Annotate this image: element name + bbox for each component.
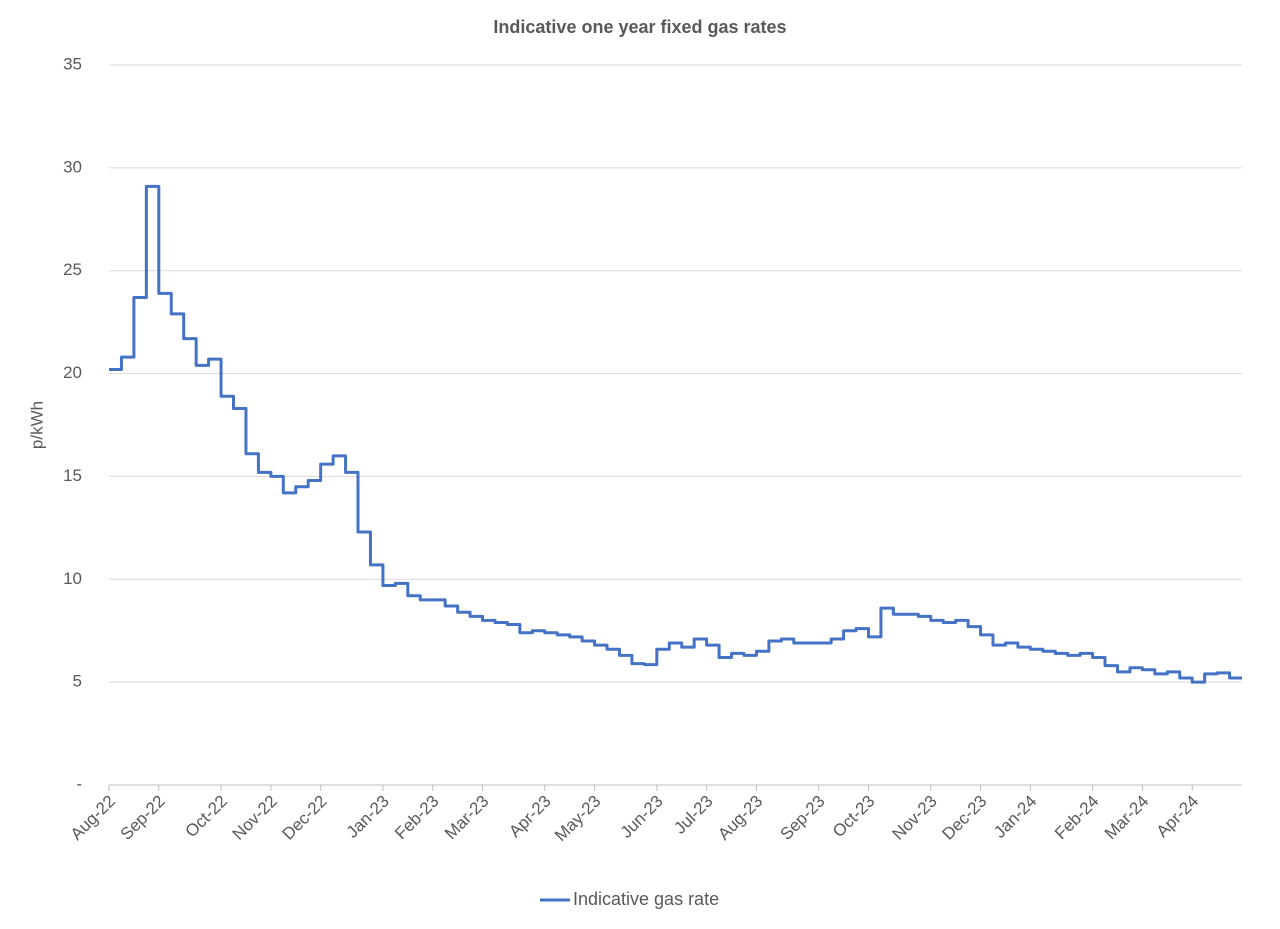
line [109, 184, 1242, 684]
y-tick-label: 35 [63, 54, 82, 73]
y-tick-label: 15 [63, 466, 82, 485]
y-tick-label: 20 [63, 363, 82, 382]
y-tick-label: 30 [63, 157, 82, 176]
legend-label: Indicative gas rate [573, 889, 719, 909]
y-tick-label: - [76, 774, 82, 793]
y-tick-label: 25 [63, 260, 82, 279]
chart-title: Indicative one year fixed gas rates [493, 17, 786, 37]
y-axis-label: p/kWh [27, 401, 46, 449]
y-tick-label: 10 [63, 569, 82, 588]
y-tick-label: 5 [73, 672, 82, 691]
